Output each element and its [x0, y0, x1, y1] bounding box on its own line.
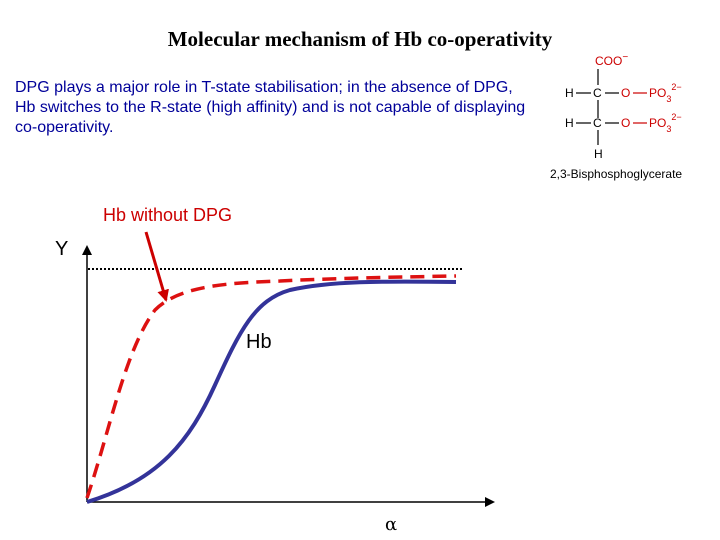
x-axis-label: α [385, 514, 398, 535]
atom-h-2: H [565, 116, 574, 130]
atom-h-3: H [594, 147, 603, 161]
bpg-structure-diagram: COO− H C O PO32− H C O PO32− H 2,3-Bisph… [550, 52, 682, 181]
page-title: Molecular mechanism of Hb co-operativity [167, 27, 553, 51]
molecule-caption: 2,3-Bisphosphoglycerate [550, 167, 682, 181]
annotation-arrow [144, 231, 169, 302]
phosphate-group-2: PO32− [649, 112, 682, 134]
hb-without-dpg-curve [85, 274, 457, 499]
atom-c-2: C [593, 116, 602, 130]
atom-c-1: C [593, 86, 602, 100]
carboxyl-group: COO− [595, 52, 628, 68]
hb-without-dpg-label: Hb without DPG [103, 205, 233, 225]
y-axis-label: Y [55, 238, 69, 260]
atom-o-1: O [621, 86, 630, 100]
phosphate-group-1: PO32− [649, 82, 682, 104]
atom-o-2: O [621, 116, 630, 130]
hb-curve [86, 279, 457, 504]
description-text: DPG plays a major role in T-state stabil… [15, 79, 526, 136]
atom-h-1: H [565, 86, 574, 100]
hb-curve-label: Hb [246, 331, 272, 353]
